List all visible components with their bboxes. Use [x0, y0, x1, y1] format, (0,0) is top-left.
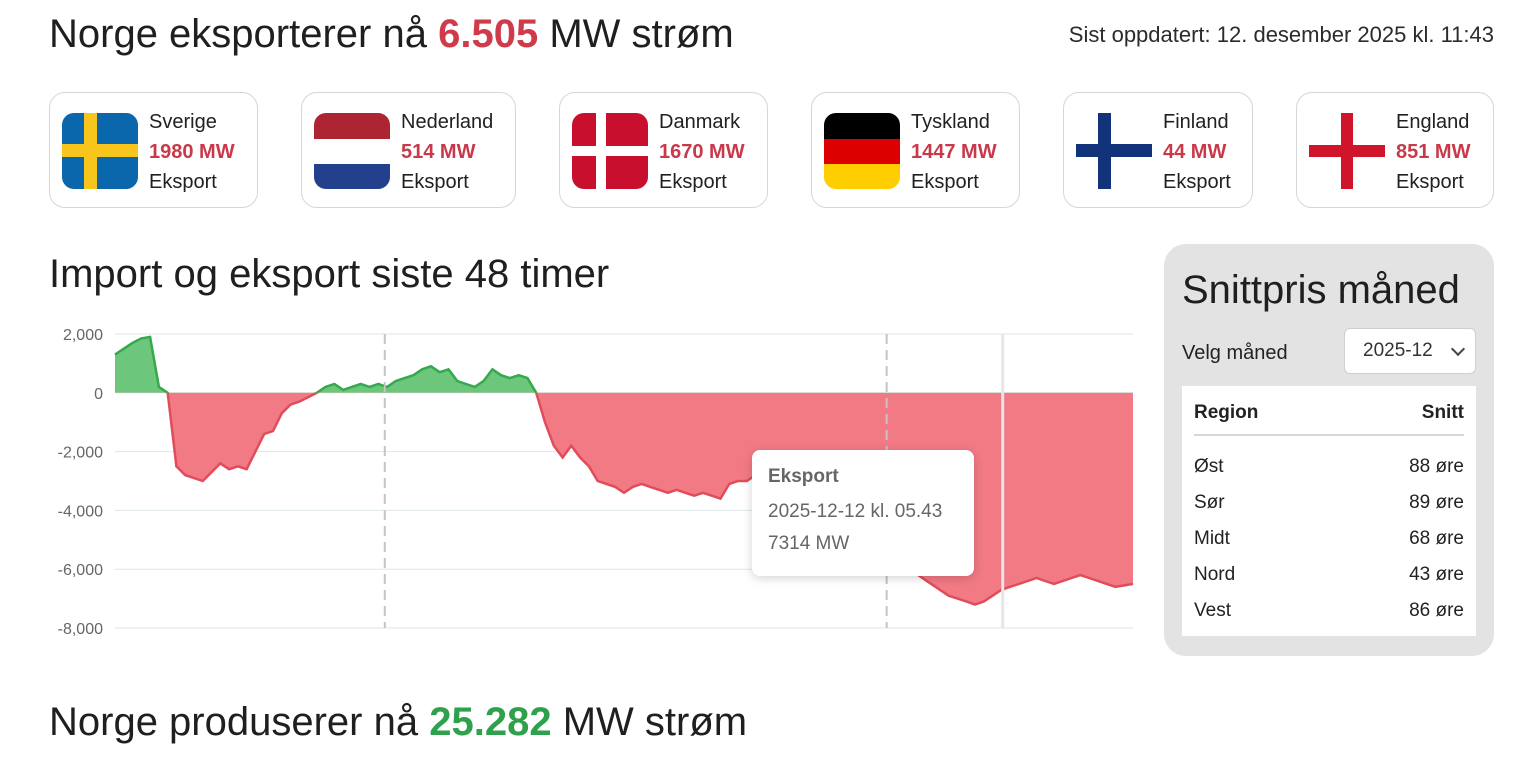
table-row: Øst 88 øre	[1194, 448, 1464, 484]
last-updated: Sist oppdatert: 12. desember 2025 kl. 11…	[1068, 22, 1494, 47]
region-name: Sør	[1194, 492, 1225, 513]
denmark-flag-icon	[572, 113, 648, 189]
export-total-value: 6.505	[438, 12, 539, 56]
country-flow-direction: Eksport	[911, 171, 979, 193]
country-name: Nederland	[401, 111, 494, 133]
region-price: 89 øre	[1409, 492, 1464, 513]
y-tick-label: -8,000	[58, 621, 103, 638]
page-title: Norge eksporterer nå 6.505 MW strøm	[49, 12, 734, 57]
region-name: Vest	[1194, 600, 1231, 621]
y-tick-label: -6,000	[58, 562, 103, 579]
country-name: Danmark	[659, 111, 741, 133]
tooltip-value: 7314 MW	[768, 533, 850, 554]
country-flow-value: 1670 MW	[659, 141, 745, 163]
country-flow-value: 1447 MW	[911, 141, 997, 163]
country-name: Tyskland	[911, 111, 990, 133]
production-title-suffix: MW strøm	[562, 700, 748, 744]
country-card-england[interactable]: England 851 MW Eksport	[1296, 92, 1494, 208]
chart-section-title: Import og eksport siste 48 timer	[49, 252, 610, 296]
export-area-negative	[167, 392, 1133, 605]
finland-flag-icon	[1076, 113, 1152, 189]
column-header-region: Region	[1194, 402, 1259, 423]
country-flow-value: 1980 MW	[149, 141, 235, 163]
y-tick-label: 0	[94, 386, 103, 403]
column-header-average: Snitt	[1421, 402, 1464, 423]
y-tick-label: -4,000	[58, 503, 103, 520]
table-row: Vest 86 øre	[1194, 592, 1464, 628]
month-select[interactable]: 2025-12	[1344, 328, 1476, 374]
month-select-value: 2025-12	[1363, 340, 1433, 361]
country-name: Sverige	[149, 111, 217, 133]
country-flow-value: 514 MW	[401, 141, 476, 163]
country-flow-value: 851 MW	[1396, 141, 1471, 163]
country-flow-direction: Eksport	[659, 171, 727, 193]
country-card-finland[interactable]: Finland 44 MW Eksport	[1063, 92, 1253, 208]
england-flag-icon	[1309, 113, 1385, 189]
country-card-germany[interactable]: Tyskland 1447 MW Eksport	[811, 92, 1020, 208]
export-title-suffix: MW strøm	[549, 12, 734, 56]
tooltip-time: 2025-12-12 kl. 05.43	[768, 501, 943, 522]
production-title: Norge produserer nå 25.282 MW strøm	[49, 700, 747, 745]
region-price: 43 øre	[1409, 564, 1464, 585]
region-name: Nord	[1194, 564, 1236, 585]
country-name: England	[1396, 111, 1470, 133]
table-row: Sør 89 øre	[1194, 484, 1464, 520]
y-tick-label: -2,000	[58, 445, 103, 462]
country-cards: Sverige 1980 MW Eksport Nederland 514 MW…	[49, 92, 1494, 208]
table-row: Nord 43 øre	[1194, 556, 1464, 592]
sweden-flag-icon	[62, 113, 138, 189]
netherlands-flag-icon	[314, 113, 390, 189]
chart-tooltip: Eksport 2025-12-12 kl. 05.43 7314 MW	[752, 450, 974, 576]
import-export-chart[interactable]: 2,000 0 -2,000 -4,000 -6,000 -8,000	[30, 318, 1150, 638]
month-select-label: Velg måned	[1182, 342, 1288, 364]
series-line-negative	[165, 392, 1134, 606]
country-flow-direction: Eksport	[149, 171, 217, 193]
monthly-average-price-panel: Snittpris måned Velg måned 2025-12 Regio…	[1164, 244, 1494, 656]
region-price: 86 øre	[1409, 600, 1464, 621]
production-total-value: 25.282	[429, 700, 552, 744]
y-tick-label: 2,000	[63, 327, 103, 344]
table-header-divider	[1194, 434, 1464, 436]
country-flow-direction: Eksport	[401, 171, 469, 193]
price-table: Region Snitt Øst 88 øre Sør 89 øre Midt …	[1182, 386, 1476, 636]
production-title-prefix: Norge produserer nå	[49, 700, 419, 744]
country-flow-value: 44 MW	[1163, 141, 1227, 163]
germany-flag-icon	[824, 113, 900, 189]
country-card-denmark[interactable]: Danmark 1670 MW Eksport	[559, 92, 768, 208]
region-price: 68 øre	[1409, 528, 1464, 549]
export-title-prefix: Norge eksporterer nå	[49, 12, 427, 56]
table-row: Midt 68 øre	[1194, 520, 1464, 556]
region-name: Øst	[1194, 456, 1224, 477]
region-price: 88 øre	[1409, 456, 1464, 477]
country-flow-direction: Eksport	[1396, 171, 1464, 193]
import-export-chart-svg: 2,000 0 -2,000 -4,000 -6,000 -8,000	[58, 327, 1134, 638]
tooltip-title: Eksport	[768, 466, 839, 487]
country-flow-direction: Eksport	[1163, 171, 1231, 193]
country-card-sweden[interactable]: Sverige 1980 MW Eksport	[49, 92, 258, 208]
country-name: Finland	[1163, 111, 1229, 133]
country-card-netherlands[interactable]: Nederland 514 MW Eksport	[301, 92, 516, 208]
chevron-down-icon	[1450, 341, 1466, 357]
price-panel-title: Snittpris måned	[1182, 268, 1460, 312]
region-name: Midt	[1194, 528, 1230, 549]
